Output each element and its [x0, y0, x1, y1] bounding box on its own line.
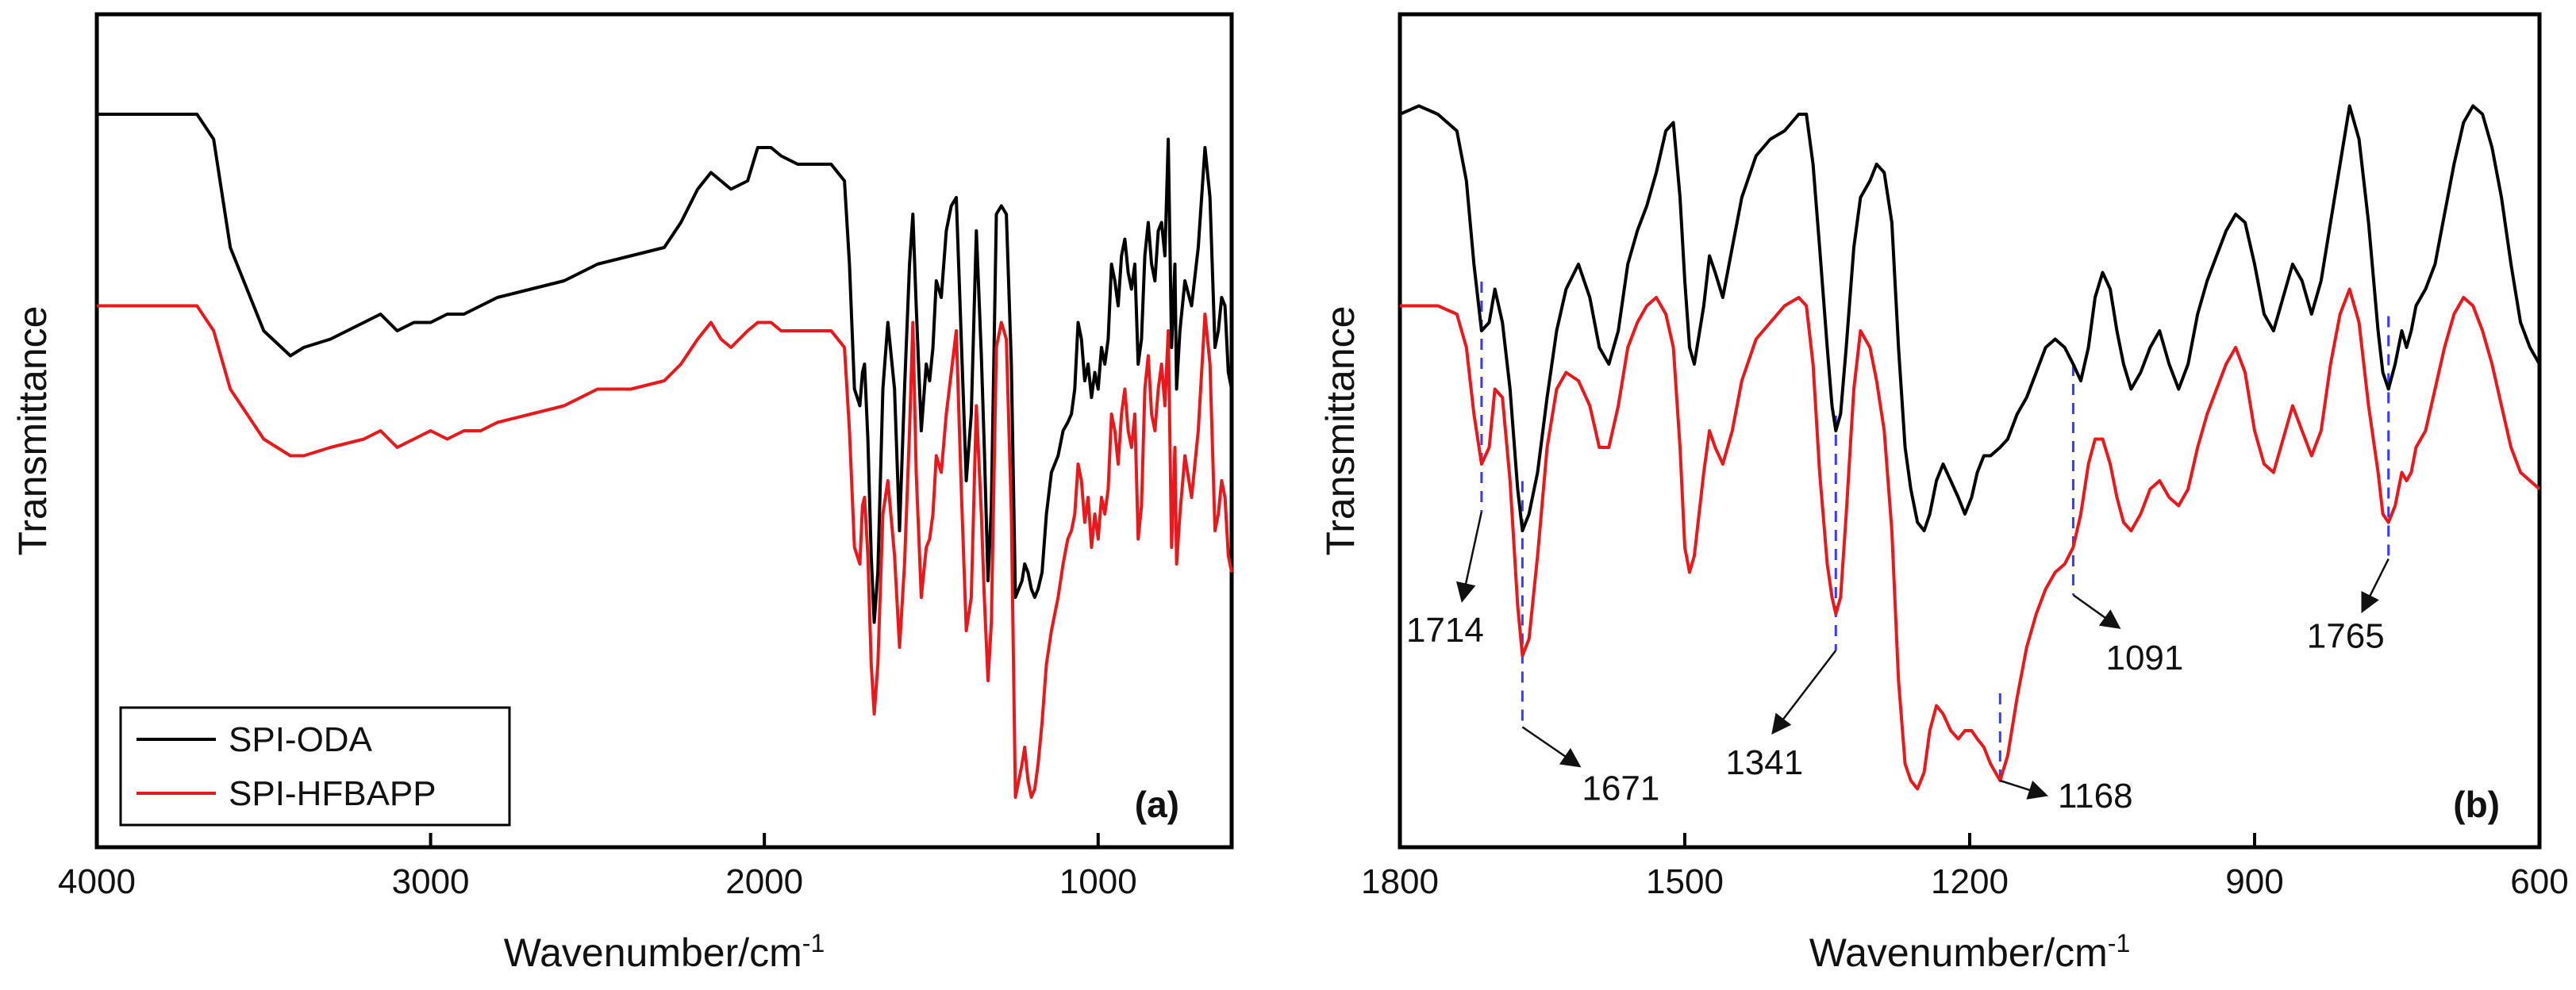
- annotation-label-1714: 1714: [1406, 611, 1484, 650]
- panel-a-plot-frame: [94, 12, 1234, 850]
- panel-a-x-tick-label: 1000: [1059, 862, 1137, 901]
- panel-a-x-axis-label-main: Wavenumber/cm: [504, 931, 802, 975]
- panel-a-x-ticks: 4000 3000 2000 1000: [58, 833, 1137, 901]
- panel-b-series-spi-oda: [1399, 104, 2541, 532]
- panel-b-series-spi-hfbapp: [1400, 287, 2541, 791]
- panel-b-x-ticks: 1800 1500 1200 900 600: [1361, 833, 2569, 901]
- panel-b-x-axis-label-superscript: -1: [2108, 929, 2130, 957]
- panel-a-x-tick-label: 3000: [392, 862, 470, 901]
- panel-b-label: (b): [2453, 784, 2500, 825]
- panel-b-x-tick-label: 1800: [1361, 862, 1439, 901]
- panel-b-x-axis-label-main: Wavenumber/cm: [1809, 931, 2108, 975]
- panel-a-x-axis-label-superscript: -1: [802, 929, 825, 957]
- annotation-arrow-1671: [1521, 726, 1582, 768]
- panel-b: 1800 1500 1200 900 600 171416711341116810911…: [1318, 12, 2569, 975]
- legend-label-spi-oda: SPI-ODA: [229, 720, 373, 759]
- panel-b-x-tick-label: 900: [2225, 862, 2283, 901]
- panel-a-series-group: [97, 113, 1233, 799]
- panel-b-plot-frame: [1398, 12, 2542, 850]
- panel-a-label: (a): [1135, 784, 1179, 825]
- panel-a-x-axis-label: Wavenumber/cm-1: [504, 929, 825, 975]
- panel-a-series-spi-hfbapp: [97, 304, 1233, 799]
- annotation-arrow-1714: [1455, 511, 1483, 603]
- panel-b-x-tick-label: 600: [2510, 862, 2568, 901]
- annotation-label-1341: 1341: [1725, 743, 1803, 782]
- legend-label-spi-hfbapp: SPI-HFBAPP: [229, 774, 436, 813]
- panel-a-y-axis-label: Transmittance: [10, 306, 55, 556]
- annotation-arrow-1765: [2361, 558, 2390, 613]
- panel-a-legend: SPI-ODA SPI-HFBAPP: [119, 706, 511, 827]
- panel-b-x-tick-label: 1200: [1931, 862, 2009, 901]
- annotation-label-1765: 1765: [2307, 617, 2385, 656]
- panel-a: 4000 3000 2000 1000 Transmittance Wavenumbe…: [10, 12, 1234, 975]
- panel-b-x-tick-label: 1500: [1646, 862, 1724, 901]
- annotation-arrow-1091: [2072, 593, 2121, 629]
- annotation-label-1671: 1671: [1582, 769, 1659, 808]
- annotation-label-1168: 1168: [2058, 777, 2133, 815]
- annotation-arrow-1341: [1771, 650, 1837, 735]
- annotation-arrow-1168: [1999, 779, 2049, 800]
- legend-frame: [119, 706, 511, 827]
- annotation-label-1091: 1091: [2105, 639, 2183, 677]
- panel-b-y-axis-label: Transmittance: [1318, 306, 1363, 556]
- panel-a-x-tick-label: 4000: [58, 862, 136, 901]
- panel-a-x-tick-label: 2000: [725, 862, 803, 901]
- panel-b-x-axis-label: Wavenumber/cm-1: [1809, 929, 2130, 975]
- panel-b-series-group: [1399, 104, 2541, 791]
- panel-b-annotations: 1714 1671 1341 1168 1091 1765: [1406, 511, 2390, 815]
- panel-a-series-spi-oda: [97, 113, 1233, 624]
